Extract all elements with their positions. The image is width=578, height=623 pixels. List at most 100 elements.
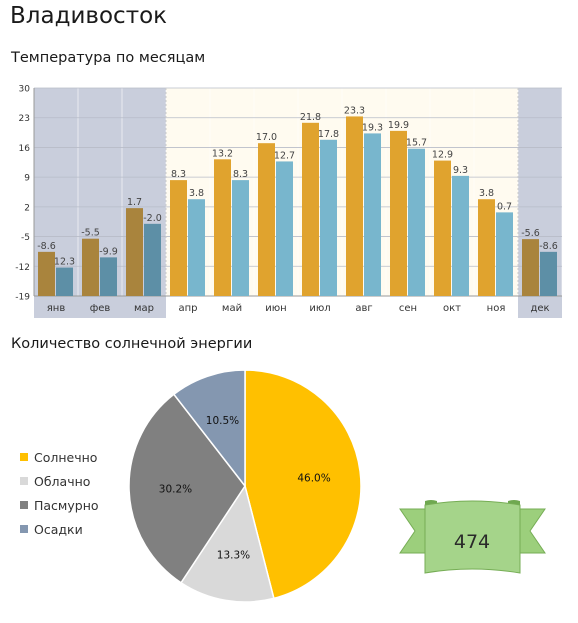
bar-min-окт xyxy=(452,175,469,296)
y-tick-label: 23 xyxy=(19,114,30,124)
value-label: 8.3 xyxy=(233,169,248,180)
value-label: 19.3 xyxy=(362,122,383,133)
value-label: -2.0 xyxy=(143,213,162,224)
ribbon-badge: 474 xyxy=(399,500,546,574)
bar-max-июл xyxy=(302,122,319,296)
pie-slice-0 xyxy=(244,369,362,600)
legend-swatch xyxy=(20,525,28,533)
x-tick-label: мар xyxy=(134,303,154,314)
pie-label: 46.0% xyxy=(297,472,330,484)
x-label-bg xyxy=(386,296,430,318)
legend-item: Солнечно xyxy=(20,445,99,469)
x-label-bg xyxy=(342,296,386,318)
x-tick-label: авг xyxy=(355,303,372,314)
bar-max-окт xyxy=(434,160,451,296)
y-tick-label: 9 xyxy=(24,174,30,184)
y-tick-label: 2 xyxy=(24,203,30,213)
value-label: 19.9 xyxy=(388,120,409,131)
y-tick-label: -12 xyxy=(15,263,30,273)
bar-max-дек xyxy=(522,239,539,296)
legend-swatch xyxy=(20,501,28,509)
sun-pie-chart: 46.0% 13.3% 30.2% 10.5% xyxy=(128,369,362,603)
y-tick-label: -19 xyxy=(15,293,30,303)
value-label: 12.7 xyxy=(274,150,295,161)
bar-min-июн xyxy=(276,161,293,296)
bar-max-фев xyxy=(82,238,99,296)
x-tick-label: дек xyxy=(530,303,549,314)
value-label: -9.9 xyxy=(99,246,118,257)
bar-min-май xyxy=(232,180,249,296)
value-label: 12.9 xyxy=(432,150,453,161)
ribbon-value: 474 xyxy=(454,531,490,553)
x-tick-label: фев xyxy=(90,303,111,314)
value-label: 15.7 xyxy=(406,138,427,149)
bar-min-сен xyxy=(408,148,425,296)
x-label-bg xyxy=(474,296,518,318)
bar-max-апр xyxy=(170,180,187,296)
value-label: -8.6 xyxy=(37,241,56,252)
value-label: 3.8 xyxy=(189,188,204,199)
y-tick-label: 16 xyxy=(19,144,31,154)
bar-max-янв xyxy=(38,251,55,296)
x-label-bg xyxy=(34,296,78,318)
bar-min-ноя xyxy=(496,212,513,296)
x-tick-label: апр xyxy=(178,303,197,314)
bar-max-ноя xyxy=(478,199,495,296)
value-label: 21.8 xyxy=(300,112,321,123)
bar-min-июл xyxy=(320,139,337,296)
value-label: 1.7 xyxy=(127,197,142,208)
x-tick-label: янв xyxy=(47,303,66,314)
value-label: 8.3 xyxy=(171,169,186,180)
legend-item: Осадки xyxy=(20,517,99,541)
legend-label: Облачно xyxy=(34,473,91,489)
legend-swatch xyxy=(20,477,28,485)
x-label-bg xyxy=(298,296,342,318)
value-label: 13.2 xyxy=(212,148,233,159)
x-tick-label: июн xyxy=(265,303,286,314)
bar-min-дек xyxy=(540,251,557,296)
pie-legend: Солнечно Облачно Пасмурно Осадки xyxy=(20,445,99,541)
pie-label: 13.3% xyxy=(217,550,250,562)
value-label: -5.5 xyxy=(81,228,100,239)
ribbon-body xyxy=(424,500,521,574)
legend-label: Осадки xyxy=(34,521,83,537)
x-tick-label: сен xyxy=(399,303,417,314)
bar-max-июн xyxy=(258,143,275,296)
pie-slice-2 xyxy=(128,393,246,584)
temperature-chart-title: Температура по месяцам xyxy=(11,50,206,66)
bar-max-май xyxy=(214,159,231,296)
value-label: 17.0 xyxy=(256,132,277,143)
value-label: 17.8 xyxy=(318,129,339,140)
bar-min-апр xyxy=(188,199,205,296)
x-label-bg xyxy=(122,296,166,318)
y-tick-label: -5 xyxy=(21,233,30,243)
value-label: 3.8 xyxy=(479,188,494,199)
pie-slice-1 xyxy=(179,484,275,603)
bar-max-авг xyxy=(346,116,363,296)
legend-label: Пасмурно xyxy=(34,497,99,513)
bar-min-фев xyxy=(100,257,117,296)
x-label-bg xyxy=(430,296,474,318)
value-label: -5.6 xyxy=(521,228,540,239)
x-label-bg xyxy=(254,296,298,318)
x-tick-label: окт xyxy=(443,303,461,314)
x-label-bg xyxy=(166,296,210,318)
legend-item: Пасмурно xyxy=(20,493,99,517)
bar-max-мар xyxy=(126,208,143,296)
bar-min-мар xyxy=(144,223,161,296)
x-label-bg xyxy=(518,296,562,318)
x-tick-label: май xyxy=(222,303,242,314)
bar-min-авг xyxy=(364,133,381,296)
bar-min-янв xyxy=(56,267,73,296)
pie-slice-3 xyxy=(172,369,246,489)
legend-swatch xyxy=(20,453,28,461)
temperature-bar-chart: 30 23 16 9 2 -5 -12 -19 -8.6 12.3 янв -5.5 -9.9 фев 1.… xyxy=(15,85,563,318)
x-label-bg xyxy=(210,296,254,318)
bar-max-сен xyxy=(390,130,407,296)
legend-label: Солнечно xyxy=(34,449,98,465)
value-label: 0.7 xyxy=(497,201,512,212)
sun-chart-title: Количество солнечной энергии xyxy=(11,336,253,352)
page-title: Владивосток xyxy=(10,3,168,29)
x-tick-label: ноя xyxy=(487,303,506,314)
y-tick-label: 30 xyxy=(19,85,31,95)
